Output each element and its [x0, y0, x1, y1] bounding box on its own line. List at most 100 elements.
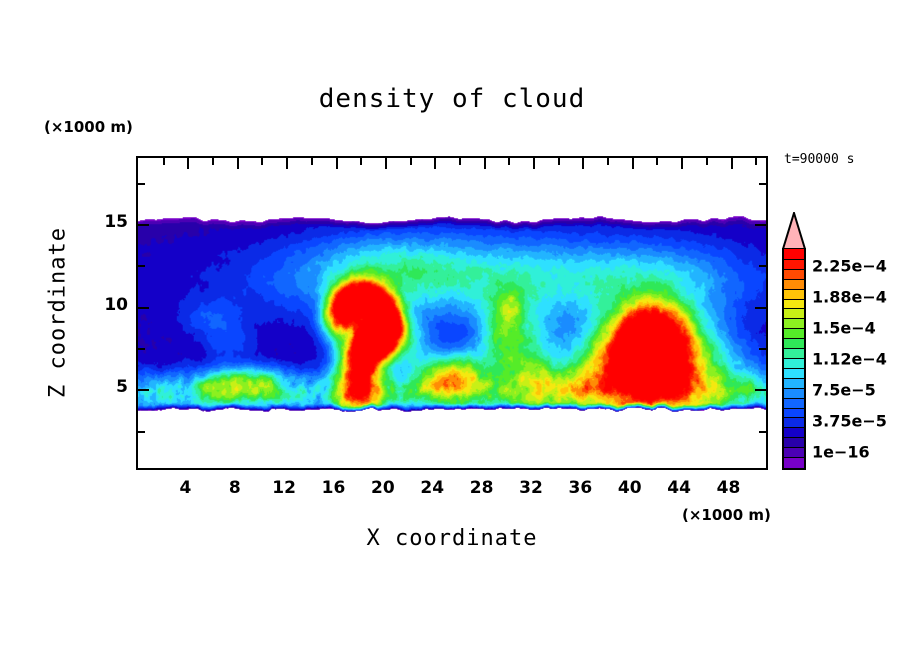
colorbar-band-7 [784, 388, 804, 399]
page-title: density of cloud [318, 84, 586, 114]
colorbar-separator-16 [784, 308, 804, 310]
x-tick-top-6 [212, 158, 215, 165]
colorbar-separator-12 [784, 348, 804, 350]
colorbar-separator-5 [784, 417, 804, 419]
y-tick-right-15 [755, 224, 766, 227]
x-ticklabel-28: 28 [469, 478, 494, 498]
colorbar-band-13 [784, 328, 804, 340]
x-tick-top-10 [261, 158, 264, 165]
y-tick-right-2.5 [759, 430, 766, 433]
x-tick-top-46 [705, 158, 708, 165]
y-axis-title: Z coordinate [45, 227, 71, 398]
colorbar-band-18 [784, 279, 804, 290]
x-ticklabel-20: 20 [371, 478, 395, 498]
colorbar-separator-4 [784, 427, 804, 429]
y-tick-right-10 [755, 306, 766, 309]
x-tick-top-28 [483, 158, 486, 169]
colorbar-band-0 [784, 457, 804, 468]
colorbar-label-0: 2.25e−4 [812, 256, 887, 276]
x-tick-top-26 [458, 158, 461, 165]
x-tick-top-48 [730, 158, 733, 169]
colorbar-separator-14 [784, 328, 804, 330]
contour-plot-frame [136, 156, 768, 470]
colorbar-separator-8 [784, 387, 804, 389]
x-tick-top-24 [434, 158, 437, 169]
colorbar-separator-17 [784, 298, 804, 300]
colorbar-band-6 [784, 398, 804, 409]
x-axis-title: X coordinate [366, 526, 538, 551]
colorbar-band-5 [784, 407, 804, 419]
colorbar-separator-6 [784, 407, 804, 409]
x-ticklabel-24: 24 [420, 478, 445, 498]
y-ticklabel-5: 5 [116, 377, 128, 398]
y-tick-10 [138, 306, 149, 309]
colorbar-band-11 [784, 348, 804, 359]
x-tick-top-4 [187, 158, 190, 169]
y-tick-right-17.5 [759, 182, 766, 185]
colorbar-separator-13 [784, 338, 804, 340]
colorbar-band-12 [784, 338, 804, 350]
y-ticklabel-10: 10 [104, 294, 128, 315]
colorbar-band-21 [784, 249, 804, 260]
colorbar-separator-11 [784, 358, 804, 359]
x-tick-top-38 [607, 158, 610, 165]
x-tick-top-42 [656, 158, 659, 165]
colorbar-label-2: 1.5e−4 [812, 318, 876, 338]
contour-plot-canvas [138, 158, 766, 468]
x-tick-top-30 [508, 158, 511, 165]
colorbar [782, 248, 806, 470]
x-ticklabel-48: 48 [716, 478, 741, 498]
colorbar-label-5: 3.75e−5 [812, 411, 887, 431]
colorbar-band-1 [784, 447, 804, 459]
colorbar-separator-18 [784, 288, 804, 290]
y-axis-unit-label: (×1000 m) [44, 118, 133, 136]
y-tick-right-7.5 [759, 348, 766, 351]
colorbar-band-19 [784, 269, 804, 280]
colorbar-band-16 [784, 298, 804, 310]
x-ticklabel-36: 36 [568, 478, 593, 498]
x-ticklabel-4: 4 [179, 478, 192, 498]
x-tick-top-18 [360, 158, 363, 165]
colorbar-label-6: 1e−16 [812, 442, 870, 462]
colorbar-label-1: 1.88e−4 [812, 287, 887, 307]
colorbar-band-4 [784, 417, 804, 429]
x-tick-top-14 [310, 158, 313, 165]
y-tick-15 [138, 224, 149, 227]
colorbar-label-3: 1.12e−4 [812, 349, 887, 369]
time-annotation: t=90000 s [784, 152, 855, 167]
colorbar-separator-9 [784, 377, 804, 379]
x-tick-top-36 [582, 158, 585, 169]
y-tick-7.5 [138, 348, 145, 351]
x-tick-top-44 [681, 158, 684, 169]
x-tick-top-22 [409, 158, 412, 165]
x-tick-top-20 [384, 158, 387, 169]
colorbar-band-14 [784, 318, 804, 330]
colorbar-band-10 [784, 358, 804, 369]
x-ticklabel-32: 32 [519, 478, 543, 498]
x-ticklabel-40: 40 [617, 478, 642, 498]
colorbar-band-2 [784, 437, 804, 449]
colorbar-cap-triangle-icon [781, 209, 807, 250]
y-tick-right-5 [755, 389, 766, 392]
x-ticklabel-8: 8 [228, 478, 241, 498]
colorbar-separator-20 [784, 268, 804, 270]
x-ticklabel-16: 16 [321, 478, 346, 498]
x-tick-top-2 [162, 158, 165, 165]
y-tick-12.5 [138, 265, 145, 268]
x-tick-top-16 [335, 158, 338, 169]
colorbar-separator-19 [784, 278, 804, 280]
y-tick-right-12.5 [759, 265, 766, 268]
y-tick-5 [138, 389, 149, 392]
colorbar-separator-10 [784, 367, 804, 369]
colorbar-overflow-cap [781, 209, 807, 250]
colorbar-separator-3 [784, 437, 804, 439]
colorbar-label-4: 7.5e−5 [812, 380, 876, 400]
x-ticklabel-12: 12 [272, 478, 296, 498]
colorbar-band-3 [784, 427, 804, 439]
colorbar-band-15 [784, 308, 804, 320]
x-tick-top-12 [286, 158, 289, 169]
y-ticklabel-15: 15 [104, 212, 128, 233]
colorbar-band-17 [784, 289, 804, 300]
y-tick-17.5 [138, 182, 145, 185]
